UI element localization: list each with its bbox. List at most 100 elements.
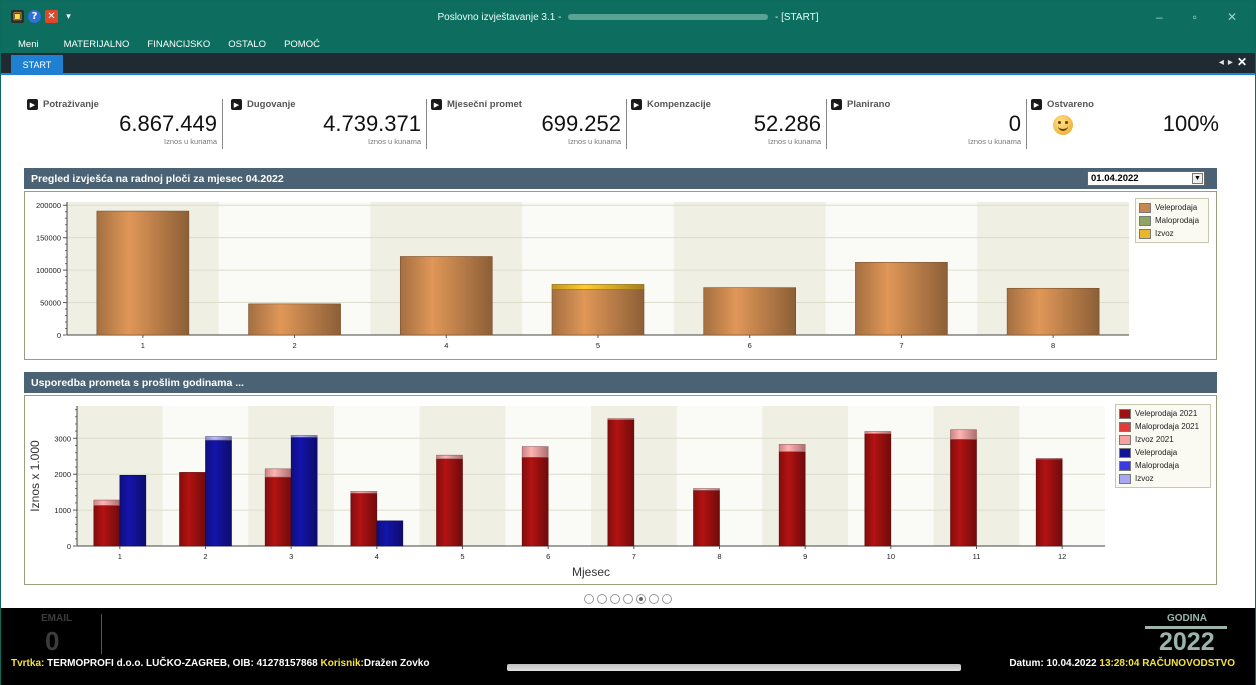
tab-close-icon[interactable]: ✕ [1236, 55, 1247, 69]
bar [551, 289, 645, 336]
page-dot[interactable] [623, 594, 633, 604]
legend-item: Izvoz [1119, 472, 1207, 485]
page-dot[interactable] [662, 594, 672, 604]
tab-next-icon[interactable]: ▸ [1227, 57, 1233, 68]
legend-label: Veleprodaja [1155, 203, 1198, 212]
tab-prev-icon[interactable]: ◂ [1218, 57, 1224, 68]
user-value: Dražen Zovko [363, 658, 430, 669]
kpi-dugovanje[interactable]: ▶ Dugovanje 4.739.371 Iznos u kunama [231, 91, 427, 149]
quick-access-dropdown-icon[interactable]: ▾ [66, 11, 71, 22]
menu-materijalno[interactable]: MATERIJALNO [63, 38, 130, 50]
legend-item: Maloprodaja [1139, 214, 1205, 227]
page-indicator [584, 594, 672, 604]
bar [1035, 458, 1063, 460]
tab-strip: START ◂ ▸ ✕ [1, 53, 1255, 75]
x-tick-label: 3 [289, 552, 293, 561]
panel-comparison-header: Usporedba prometa s prošlim godinama ... [24, 372, 1217, 393]
kpi-mjesecni-promet[interactable]: ▶ Mjesečni promet 699.252 Iznos u kunama [431, 91, 627, 149]
kpi-subtitle: Iznos u kunama [768, 137, 821, 146]
x-tick-label: 2 [203, 552, 207, 561]
month-date-select[interactable]: 01.04.2022 ▼ [1087, 171, 1205, 186]
bar [350, 492, 378, 547]
bar [693, 488, 720, 491]
legend-swatch [1139, 202, 1151, 213]
x-tick-label: 4 [444, 341, 448, 350]
legend-item: Veleprodaja [1119, 446, 1207, 459]
title-prefix: Poslovno izvještavanje 3.1 - [437, 12, 562, 23]
panel-monthly-title: Pregled izvješća na radnoj ploči za mjes… [31, 172, 284, 185]
y-tick-label: 0 [57, 331, 61, 340]
arrow-right-icon: ▶ [831, 99, 842, 110]
x-axis-title: Mjesec [572, 565, 610, 579]
arrow-right-icon: ▶ [1031, 99, 1042, 110]
x-tick-label: 4 [375, 552, 379, 561]
close-button[interactable]: ✕ [1226, 10, 1237, 24]
legend-swatch [1119, 473, 1131, 484]
close-small-icon[interactable]: ✕ [45, 10, 58, 23]
status-bar: EMAIL 0 GODINA 2022 Tvrtka: TERMOPROFI d… [1, 608, 1255, 685]
tab-start[interactable]: START [11, 55, 63, 75]
bar [264, 476, 292, 547]
kpi-divider [222, 99, 223, 149]
menu-ostalo[interactable]: OSTALO [228, 38, 267, 50]
bar [551, 284, 645, 290]
bar [376, 520, 404, 547]
title-suffix: - [START] [775, 12, 819, 23]
app-icon[interactable]: ▣ [11, 10, 24, 23]
page-dot[interactable] [649, 594, 659, 604]
legend-label: Veleprodaja 2021 [1135, 409, 1198, 418]
arrow-right-icon: ▶ [431, 99, 442, 110]
legend-swatch [1139, 215, 1151, 226]
bar [96, 210, 190, 336]
kpi-kompenzacije[interactable]: ▶ Kompenzacije 52.286 Iznos u kunama [631, 91, 827, 149]
horizontal-scrollbar[interactable] [507, 664, 961, 671]
legend-label: Veleprodaja [1135, 448, 1178, 457]
kpi-title: Mjesečni promet [447, 99, 522, 110]
kpi-ostvareno[interactable]: ▶ Ostvareno 100% [1031, 91, 1219, 149]
y-tick-label: 150000 [36, 234, 61, 243]
restore-button[interactable]: ▫ [1192, 10, 1197, 24]
page-dot[interactable] [584, 594, 594, 604]
panel-comparison-title: Usporedba prometa s prošlim godinama ... [31, 376, 244, 389]
y-tick-label: 1000 [54, 506, 71, 515]
kpi-value: 52.286 [753, 111, 821, 136]
legend-swatch [1119, 421, 1131, 432]
x-tick-label: 5 [460, 552, 464, 561]
menu-pomoc[interactable]: POMOĆ [284, 38, 320, 50]
date-select-value: 01.04.2022 [1091, 173, 1139, 184]
menu-meni[interactable]: Meni [18, 38, 39, 50]
arrow-right-icon: ▶ [231, 99, 242, 110]
minimize-button[interactable]: – [1155, 10, 1163, 24]
menu-financijsko[interactable]: FINANCIJSKO [147, 38, 211, 50]
x-tick-label: 6 [748, 341, 752, 350]
help-icon[interactable]: ? [28, 10, 41, 23]
legend-label: Maloprodaja 2021 [1135, 422, 1200, 431]
bar [205, 436, 232, 441]
kpi-value: 6.867.449 [119, 111, 217, 136]
kpi-value: 699.252 [541, 111, 621, 136]
page-dot[interactable] [597, 594, 607, 604]
monthly-bar-chart: 0 50000 100000 150000 200000 1 2 4 5 6 7 8 [36, 201, 1129, 350]
company-label: Tvrtka: [11, 658, 45, 669]
page-dot[interactable] [610, 594, 620, 604]
bar [119, 474, 147, 547]
legend-label: Maloprodaja [1155, 216, 1200, 225]
y-tick-label: 100000 [36, 266, 61, 275]
kpi-potrazivanje[interactable]: ▶ Potraživanje 6.867.449 Iznos u kunama [27, 91, 223, 149]
page-dot[interactable] [636, 594, 646, 604]
status-divider [101, 614, 102, 654]
year-value[interactable]: 2022 [1159, 628, 1215, 656]
email-count[interactable]: 0 [45, 626, 60, 656]
bar [1035, 458, 1063, 547]
blurred-title-segment [568, 14, 769, 21]
bar [264, 468, 292, 478]
kpi-planirano[interactable]: ▶ Planirano 0 Iznos u kunama [831, 91, 1027, 149]
x-tick-label: 8 [1051, 341, 1055, 350]
kpi-subtitle: Iznos u kunama [568, 137, 621, 146]
dropdown-arrow-icon[interactable]: ▼ [1192, 173, 1203, 184]
legend-item: Veleprodaja [1139, 201, 1205, 214]
x-tick-label: 9 [803, 552, 807, 561]
legend-item: Izvoz 2021 [1119, 433, 1207, 446]
user-label: Korisnik: [320, 658, 364, 669]
title-bar: ▣ ? ✕ ▾ Poslovno izvještavanje 3.1 - - [… [1, 1, 1255, 35]
